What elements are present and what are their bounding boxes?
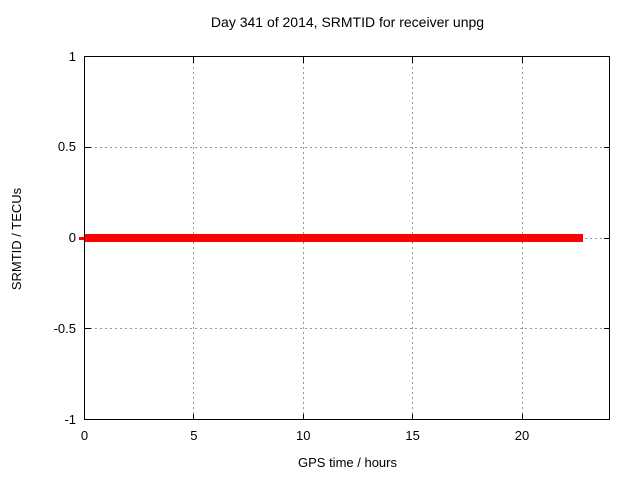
y-tick-left--1 <box>84 419 91 420</box>
y-tick-left--0.5 <box>84 328 91 330</box>
y-tick-right-1 <box>603 56 610 57</box>
y-tick-right--0.5 <box>603 328 610 330</box>
y-tick-right--1 <box>603 419 610 420</box>
x-tick-bottom-0 <box>84 413 85 420</box>
x-tick-top-5 <box>193 56 195 63</box>
x-tick-bottom-15 <box>412 413 414 420</box>
y-tick-right-0.5 <box>603 146 610 148</box>
y-tick-label-0.5: 0.5 <box>57 139 76 155</box>
y-tick-left-1 <box>84 56 91 57</box>
x-axis-label: GPS time / hours <box>298 455 397 470</box>
x-tick-label-15: 15 <box>405 428 420 443</box>
series-1-line <box>84 234 584 242</box>
x-tick-top-15 <box>412 56 414 63</box>
x-tick-label-10: 10 <box>296 428 311 443</box>
y-tick-left-0.5 <box>84 146 91 148</box>
x-tick-bottom-5 <box>193 413 195 420</box>
y-tick-label-0: 0 <box>68 230 76 245</box>
y-tick-right-0 <box>603 237 610 239</box>
x-tick-label-20: 20 <box>514 428 530 443</box>
series-1-outer-axis-dash <box>78 236 84 240</box>
x-tick-label-5: 5 <box>190 428 198 443</box>
y-tick-label--0.5: -0.5 <box>53 320 76 336</box>
y-tick-label-1: 1 <box>68 48 76 64</box>
x-tick-top-10 <box>302 56 304 63</box>
gridline-y-0.5 <box>84 146 610 148</box>
chart-title: Day 341 of 2014, SRMTID for receiver unp… <box>210 14 485 30</box>
y-tick-label--1: -1 <box>64 411 76 427</box>
gridline-y--0.5 <box>84 328 610 330</box>
x-tick-bottom-10 <box>302 413 304 420</box>
x-tick-bottom-20 <box>521 413 523 420</box>
x-tick-top-20 <box>521 56 523 63</box>
x-tick-label-0: 0 <box>80 428 89 443</box>
x-tick-top-0 <box>84 56 85 63</box>
